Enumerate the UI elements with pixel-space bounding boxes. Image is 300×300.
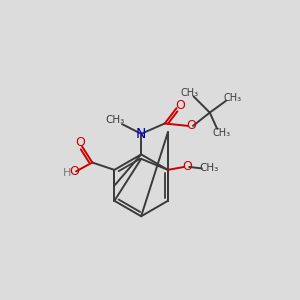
Text: O: O	[76, 136, 85, 149]
Text: CH₃: CH₃	[224, 93, 242, 103]
Text: CH₃: CH₃	[106, 115, 125, 125]
Text: CH₃: CH₃	[200, 164, 219, 173]
Text: O: O	[186, 119, 196, 132]
Text: H: H	[62, 168, 71, 178]
Text: CH₃: CH₃	[181, 88, 199, 98]
Text: CH₃: CH₃	[212, 128, 231, 138]
Text: O: O	[182, 160, 192, 173]
Text: O: O	[175, 99, 185, 112]
Text: N: N	[136, 127, 146, 141]
Text: O: O	[70, 165, 80, 178]
